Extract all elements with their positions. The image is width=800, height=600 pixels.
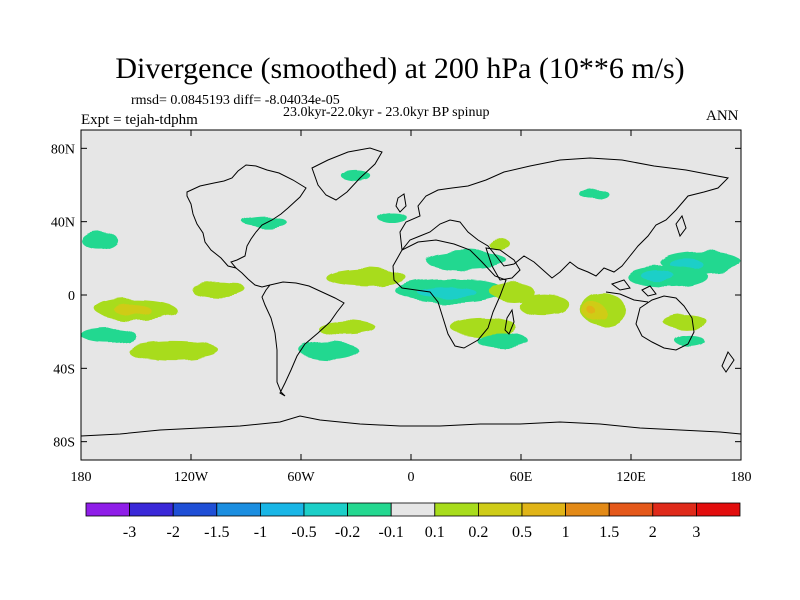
coast-arabia (485, 247, 521, 281)
coast-australia (635, 295, 695, 351)
field-cpac-pos (191, 282, 246, 297)
colorbar-swatch (521, 502, 566, 517)
colorbar-label: 2 (649, 524, 657, 541)
colorbar-swatch (85, 502, 130, 517)
colorbar-swatch (303, 502, 348, 517)
x-tick-label: 60W (287, 470, 315, 485)
coast-antarctica (81, 415, 741, 437)
field-aus-pos (664, 315, 708, 330)
period-text: 23.0kyr-22.0kyr - 23.0kyr BP spinup (283, 105, 490, 120)
coast-madagascar (504, 308, 515, 335)
field-nasia-neg (579, 188, 609, 200)
coast-indonesia (605, 279, 657, 303)
field-atl-pos (324, 267, 406, 286)
colorbar-swatch (216, 502, 261, 517)
field-epac-core (113, 304, 151, 316)
field-ne-atl-neg (378, 212, 408, 224)
experiment-text: Expt = tejah-tdphm (81, 112, 198, 128)
field-wpac-core (642, 271, 675, 283)
colorbar-label: 0.1 (425, 524, 445, 541)
rmsd-diff-text: rmsd= 0.0845193 diff= -8.04034e-05 (131, 93, 340, 108)
colorbar-label: -3 (123, 524, 136, 541)
colorbar-swatch (652, 502, 697, 517)
coast-north-america (186, 164, 307, 269)
colorbar-label: -0.5 (291, 524, 316, 541)
field-nam-neg (242, 216, 287, 228)
x-tick-label: 120E (616, 470, 646, 485)
colorbar-label: 1 (562, 524, 570, 541)
x-tick-label: 0 (408, 470, 415, 485)
colorbar-label: -1.5 (204, 524, 229, 541)
divergence-field (81, 170, 741, 360)
x-tick-label: 180 (731, 470, 752, 485)
coastlines (81, 147, 741, 437)
colorbar-swatch (477, 502, 523, 517)
field-greenland-neg (341, 170, 371, 182)
season-label: ANN (706, 108, 739, 124)
y-tick-label: 80S (53, 436, 75, 451)
coast-eurasia (399, 157, 730, 279)
colorbar-swatch (129, 502, 174, 517)
colorbar-swatch (347, 502, 392, 517)
coast-central-america (235, 267, 271, 288)
coast-africa (392, 239, 507, 349)
field-satl-pos (317, 320, 377, 336)
colorbar-swatch (259, 502, 305, 517)
chart-title: Divergence (smoothed) at 200 hPa (10**6 … (115, 52, 685, 85)
x-tick-label: 180 (71, 470, 92, 485)
field-indonesia-max (588, 307, 597, 316)
x-tick-label: 120W (174, 470, 209, 485)
x-tick-label: 60E (510, 470, 533, 485)
field-spac-pos (126, 340, 219, 360)
colorbar-label: 1.5 (599, 524, 619, 541)
y-tick-label: 80N (51, 142, 75, 157)
colorbar-label: -0.1 (379, 524, 404, 541)
field-spac-neg (81, 328, 136, 343)
field-mideast-pos (489, 282, 534, 301)
field-sindian-pos (451, 318, 518, 338)
coast-greenland (311, 147, 383, 201)
colorbar-label: 3 (692, 524, 700, 541)
field-africa-neg-core (418, 287, 477, 299)
colorbar-swatch (565, 502, 610, 517)
colorbar-swatch (696, 502, 741, 517)
colorbar-swatch (434, 502, 479, 517)
colorbar-label: -2 (167, 524, 180, 541)
y-tick-label: 40S (53, 362, 75, 377)
y-tick-label: 40N (51, 216, 75, 231)
y-tick-label: 0 (68, 289, 75, 304)
colorbar-label: -0.2 (335, 524, 360, 541)
colorbar-swatch (608, 502, 654, 517)
field-arabia-pos (488, 238, 510, 250)
coast-uk (395, 193, 407, 213)
field-sahel-neg (425, 250, 507, 270)
field-sindian-neg (477, 333, 529, 349)
colorbar: -3 -2 -1.5 -1 -0.5 -0.2 -0.1 0.1 0.2 0.5 1 1.5 2 3 (85, 502, 741, 541)
field-npac-east-neg (81, 230, 118, 250)
colorbar-label: 0.5 (512, 524, 532, 541)
colorbar-label: 0.2 (468, 524, 488, 541)
field-indian-ocean-pos (517, 293, 569, 316)
colorbar-label: -1 (254, 524, 267, 541)
axis-ticks: 180 120W 60W 0 60E 120E 180 80N 40N 0 40S 80S (51, 130, 752, 485)
coast-south-america (261, 281, 345, 397)
coast-new-zealand (721, 351, 735, 373)
colorbar-swatch (172, 502, 218, 517)
coast-japan (675, 214, 687, 238)
colorbar-swatch (390, 502, 436, 517)
field-samerica-neg (299, 340, 358, 360)
